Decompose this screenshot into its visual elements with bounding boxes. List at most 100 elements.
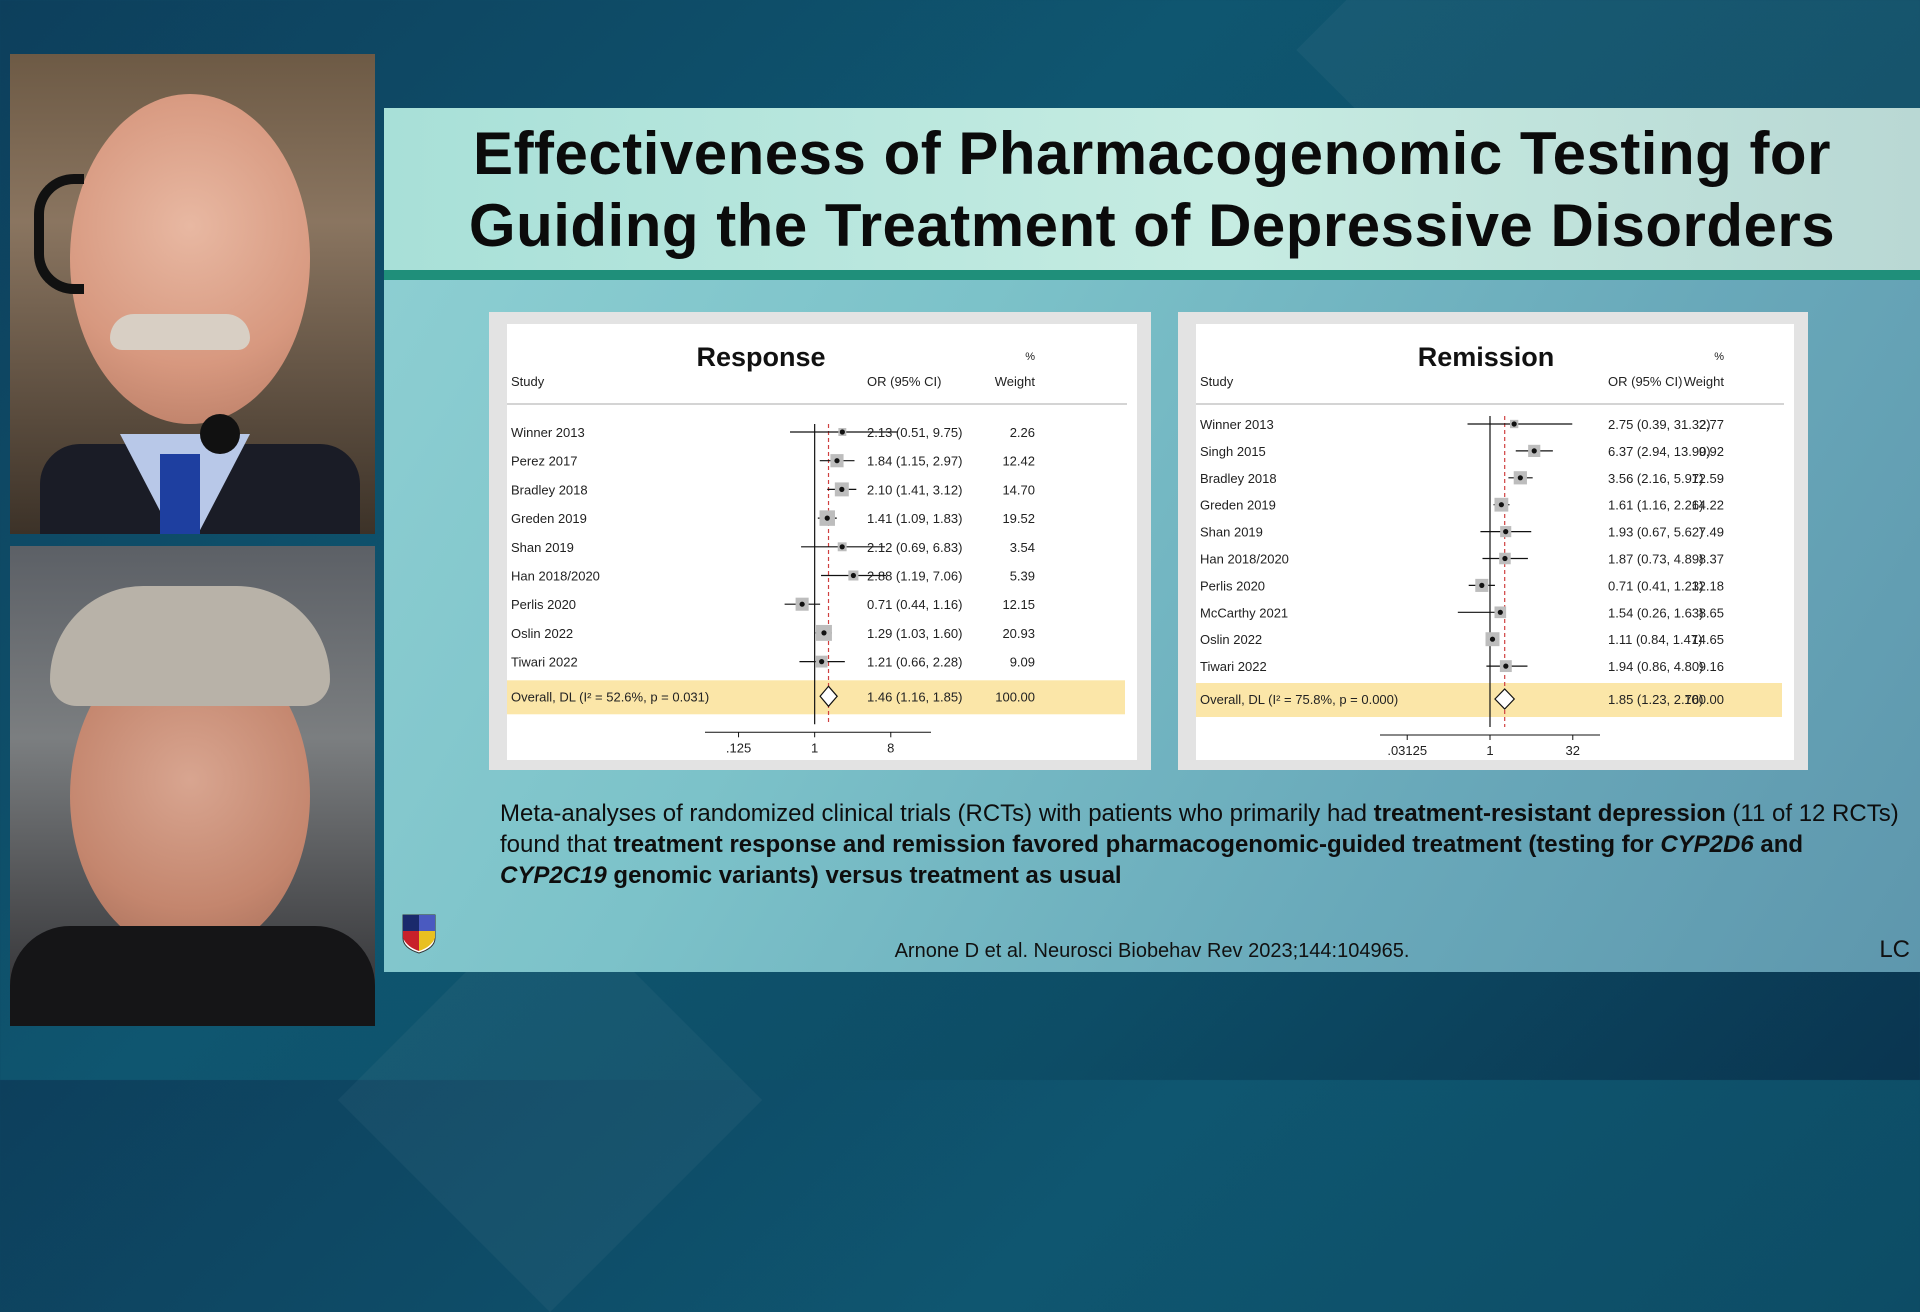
x-axis-tick-label: 8 [887,740,894,755]
slide-title-line-1: Effectiveness of Pharmacogenomic Testing… [473,120,1831,187]
study-label: Bradley 2018 [1200,471,1277,486]
or-ci-value: 2.88 (1.19, 7.06) [867,569,962,584]
caption-bold-2: treatment response and remission favored… [613,831,1661,858]
title-accent-bar [384,270,1920,280]
citation-reference: Arnone D et al. Neurosci Biobehav Rev 20… [894,940,1410,962]
study-label: Shan 2019 [1200,525,1263,540]
weight-percent-header: % [1714,351,1724,363]
study-label: Tiwari 2022 [1200,659,1267,674]
overall-label: Overall, DL (I² = 52.6%, p = 0.031) [511,689,709,704]
point-estimate-marker [834,458,840,464]
overall-weight-value: 100.00 [995,689,1035,704]
overall-or-ci-value: 1.46 (1.16, 1.85) [867,689,962,704]
study-weight-value: 14.70 [1002,482,1035,497]
overall-estimate-diamond [819,685,838,708]
or-ci-value: 2.75 (0.39, 31.32) [1608,417,1711,432]
response-forest-plot-panel: Response% Study OR (95% CI) Weight Winner 20… [489,312,1151,770]
slide-caption: Meta-analyses of randomized clinical tri… [500,798,1900,891]
caption-italic-1: CYP2D6 [1660,831,1754,858]
study-weight-value: 12.42 [1002,454,1035,469]
study-weight-value: 14.22 [1691,498,1724,513]
study-label: Han 2018/2020 [1200,552,1289,567]
study-weight-value: 19.52 [1002,511,1035,526]
chart-title: Remission [1418,342,1555,372]
weight-column-header: Weight [1684,374,1725,389]
point-estimate-marker [1503,529,1509,535]
study-weight-value: 12.15 [1002,597,1035,612]
study-label: Han 2018/2020 [511,569,600,584]
study-label: Tiwari 2022 [511,655,578,670]
slide-title: Effectiveness of Pharmacogenomic Testing… [384,118,1920,262]
overall-estimate-diamond [1494,688,1516,710]
overall-row-background [507,680,1125,715]
point-estimate-marker [1502,555,1508,562]
point-estimate-marker [839,486,845,492]
study-weight-value: 9.09 [1010,655,1035,670]
or-ci-value: 1.41 (1.09, 1.83) [867,511,962,526]
slide-title-line-2: Guiding the Treatment of Depressive Diso… [468,192,1836,259]
point-estimate-marker [821,630,827,636]
or-ci-value: 1.21 (0.66, 2.28) [867,655,962,670]
study-weight-value: 8.37 [1699,552,1724,567]
weight-column-header: Weight [995,374,1036,389]
caption-text-2: (11 of 12 RCTs) found that [500,800,1899,858]
or-ci-value: 1.29 (1.03, 1.60) [867,626,962,641]
x-axis-tick-label: .125 [726,740,751,755]
caption-text-1: Meta-analyses of randomized clinical tri… [500,800,1374,827]
point-estimate-marker [1479,582,1485,588]
point-estimate-marker [1498,502,1504,508]
study-weight-value: 9.16 [1699,659,1724,674]
chart-title: Response [696,342,825,372]
study-label: Greden 2019 [1200,498,1276,513]
caption-bold-4: genomic variants) versus treatment as us… [606,862,1122,889]
study-label: Perlis 2020 [511,597,576,612]
overall-weight-value: 100.00 [1684,692,1724,707]
point-estimate-marker [839,544,845,550]
or-ci-value: 1.61 (1.16, 2.26) [1608,498,1703,513]
point-estimate-marker [1497,609,1503,615]
caption-bold-3: and [1753,831,1804,858]
institution-logo-icon [402,914,436,954]
study-label: Singh 2015 [1200,444,1266,459]
or-ci-value: 6.37 (2.94, 13.90) [1608,444,1711,459]
study-column-header: Study [511,374,545,389]
study-label: Oslin 2022 [1200,632,1262,647]
weight-percent-header: % [1025,351,1035,363]
point-estimate-marker [1511,421,1517,427]
study-weight-value: 5.39 [1010,569,1035,584]
corner-label: LC [1879,936,1910,963]
or-ci-value: 0.71 (0.41, 1.23) [1608,578,1703,593]
remission-forest-plot-panel: Remission% Study OR (95% CI) Weight Winner 2… [1178,312,1808,770]
study-weight-value: 8.65 [1699,605,1724,620]
or-ci-value: 2.13 (0.51, 9.75) [867,425,962,440]
study-label: Bradley 2018 [511,482,588,497]
remission-forest-plot: Remission % Study OR (95% CI) Weight Winner 2… [1196,342,1784,758]
study-label: Shan 2019 [511,540,574,555]
or-column-header: OR (95% CI) [867,374,941,389]
study-label: Perez 2017 [511,454,578,469]
point-estimate-marker [1489,636,1496,642]
study-label: Oslin 2022 [511,626,573,641]
study-label: Greden 2019 [511,511,587,526]
study-label: Winner 2013 [511,425,585,440]
x-axis-tick-label: 32 [1566,743,1580,758]
or-column-header: OR (95% CI) [1608,374,1682,389]
overall-or-ci-value: 1.85 (1.23, 2.76) [1608,692,1703,707]
point-estimate-marker [824,515,830,521]
overall-label: Overall, DL (I² = 75.8%, p = 0.000) [1200,692,1398,707]
study-label: McCarthy 2021 [1200,605,1288,620]
study-label: Winner 2013 [1200,417,1274,432]
study-weight-value: 20.93 [1002,626,1035,641]
or-ci-value: 0.71 (0.44, 1.16) [867,597,962,612]
study-weight-value: 7.49 [1699,525,1724,540]
point-estimate-marker [850,572,856,579]
study-weight-value: 3.54 [1010,540,1035,555]
or-ci-value: 1.11 (0.84, 1.47) [1608,632,1702,647]
or-ci-value: 1.87 (0.73, 4.89) [1608,552,1703,567]
or-ci-value: 3.56 (2.16, 5.97) [1608,471,1703,486]
caption-italic-2: CYP2C19 [500,862,607,889]
response-forest-plot: Response % Study OR (95% CI) Weight Winner 20… [507,342,1127,755]
study-label: Perlis 2020 [1200,578,1265,593]
presentation-slide: Effectiveness of Pharmacogenomic Testing… [384,108,1920,972]
or-ci-value: 1.84 (1.15, 2.97) [867,454,962,469]
